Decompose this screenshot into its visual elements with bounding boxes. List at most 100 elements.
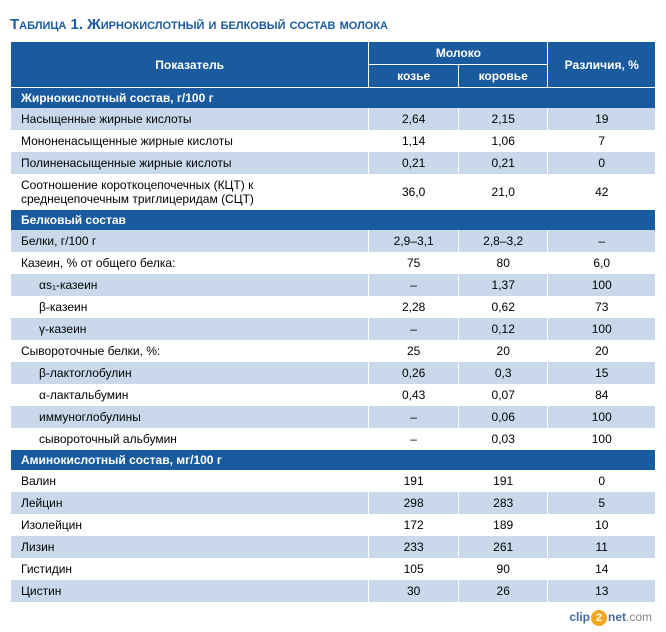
brand-post: net: [608, 610, 626, 624]
cell-label: Соотношение короткоцепочечных (КЦТ) к ср…: [11, 174, 369, 210]
section-title: Белковый состав: [11, 210, 656, 230]
table-row: Лизин23326111: [11, 536, 656, 558]
composition-table: Показатель Молоко Различия, % козье коро…: [10, 41, 656, 602]
cell-diff: 10: [548, 514, 656, 536]
cell-label: сывороточный альбумин: [11, 428, 369, 450]
cell-diff: 7: [548, 130, 656, 152]
cell-goat: –: [369, 274, 459, 296]
cell-cow: 1,37: [458, 274, 548, 296]
cell-goat: 0,21: [369, 152, 459, 174]
table-row: α-лактальбумин0,430,0784: [11, 384, 656, 406]
cell-label: γ-казеин: [11, 318, 369, 340]
cell-diff: 6,0: [548, 252, 656, 274]
cell-goat: 2,9–3,1: [369, 230, 459, 252]
cell-goat: 2,28: [369, 296, 459, 318]
cell-cow: 261: [458, 536, 548, 558]
table-row: αs₁-казеин–1,37100: [11, 274, 656, 296]
cell-diff: 100: [548, 428, 656, 450]
table-row: сывороточный альбумин–0,03100: [11, 428, 656, 450]
section-header: Белковый состав: [11, 210, 656, 230]
cell-goat: 191: [369, 470, 459, 492]
cell-goat: 25: [369, 340, 459, 362]
cell-diff: 42: [548, 174, 656, 210]
cell-label: Валин: [11, 470, 369, 492]
table-row: γ-казеин–0,12100: [11, 318, 656, 340]
brand-pre: clip: [569, 610, 590, 624]
table-row: Белки, г/100 г2,9–3,12,8–3,2–: [11, 230, 656, 252]
cell-diff: 100: [548, 274, 656, 296]
header-goat: козье: [369, 65, 459, 88]
table-row: Гистидин1059014: [11, 558, 656, 580]
header-milk: Молоко: [369, 42, 548, 65]
brand-tld: .com: [626, 610, 652, 624]
cell-diff: 13: [548, 580, 656, 602]
cell-diff: 15: [548, 362, 656, 384]
cell-cow: 283: [458, 492, 548, 514]
cell-diff: 0: [548, 470, 656, 492]
cell-diff: 11: [548, 536, 656, 558]
cell-goat: 2,64: [369, 108, 459, 130]
cell-cow: 0,06: [458, 406, 548, 428]
cell-cow: 0,03: [458, 428, 548, 450]
cell-cow: 21,0: [458, 174, 548, 210]
table-row: Насыщенные жирные кислоты2,642,1519: [11, 108, 656, 130]
header-cow: коровье: [458, 65, 548, 88]
table-row: β-лактоглобулин0,260,315: [11, 362, 656, 384]
table-row: Сывороточные белки, %:252020: [11, 340, 656, 362]
cell-cow: 191: [458, 470, 548, 492]
cell-label: иммуноглобулины: [11, 406, 369, 428]
cell-cow: 0,12: [458, 318, 548, 340]
cell-diff: 0: [548, 152, 656, 174]
cell-cow: 2,8–3,2: [458, 230, 548, 252]
cell-diff: 100: [548, 318, 656, 340]
cell-label: β-лактоглобулин: [11, 362, 369, 384]
brand-circle: 2: [591, 610, 607, 626]
cell-label: Белки, г/100 г: [11, 230, 369, 252]
cell-label: Казеин, % от общего белка:: [11, 252, 369, 274]
cell-cow: 20: [458, 340, 548, 362]
cell-goat: –: [369, 428, 459, 450]
cell-goat: 30: [369, 580, 459, 602]
table-row: иммуноглобулины–0,06100: [11, 406, 656, 428]
cell-goat: 233: [369, 536, 459, 558]
cell-cow: 0,07: [458, 384, 548, 406]
cell-goat: 36,0: [369, 174, 459, 210]
cell-cow: 1,06: [458, 130, 548, 152]
cell-goat: 0,26: [369, 362, 459, 384]
cell-diff: 5: [548, 492, 656, 514]
cell-diff: 100: [548, 406, 656, 428]
table-body: Жирнокислотный состав, г/100 гНасыщенные…: [11, 88, 656, 603]
section-title: Жирнокислотный состав, г/100 г: [11, 88, 656, 109]
header-diff: Различия, %: [548, 42, 656, 88]
cell-cow: 26: [458, 580, 548, 602]
section-title: Аминокислотный состав, мг/100 г: [11, 450, 656, 470]
cell-goat: 1,14: [369, 130, 459, 152]
cell-label: Полиненасыщенные жирные кислоты: [11, 152, 369, 174]
cell-label: α-лактальбумин: [11, 384, 369, 406]
cell-label: Насыщенные жирные кислоты: [11, 108, 369, 130]
cell-label: Сывороточные белки, %:: [11, 340, 369, 362]
cell-diff: 14: [548, 558, 656, 580]
cell-goat: –: [369, 406, 459, 428]
table-row: Изолейцин17218910: [11, 514, 656, 536]
cell-label: Цистин: [11, 580, 369, 602]
table-row: Валин1911910: [11, 470, 656, 492]
table-row: Казеин, % от общего белка:75806,0: [11, 252, 656, 274]
cell-diff: 19: [548, 108, 656, 130]
cell-label: β-казеин: [11, 296, 369, 318]
cell-cow: 2,15: [458, 108, 548, 130]
cell-goat: 172: [369, 514, 459, 536]
cell-label: Гистидин: [11, 558, 369, 580]
table-row: Соотношение короткоцепочечных (КЦТ) к ср…: [11, 174, 656, 210]
table-row: Мононенасыщенные жирные кислоты1,141,067: [11, 130, 656, 152]
cell-diff: –: [548, 230, 656, 252]
cell-goat: 105: [369, 558, 459, 580]
cell-diff: 73: [548, 296, 656, 318]
cell-goat: 0,43: [369, 384, 459, 406]
cell-cow: 189: [458, 514, 548, 536]
cell-cow: 0,62: [458, 296, 548, 318]
table-row: β-казеин2,280,6273: [11, 296, 656, 318]
cell-label: Лейцин: [11, 492, 369, 514]
cell-cow: 0,21: [458, 152, 548, 174]
cell-goat: 298: [369, 492, 459, 514]
